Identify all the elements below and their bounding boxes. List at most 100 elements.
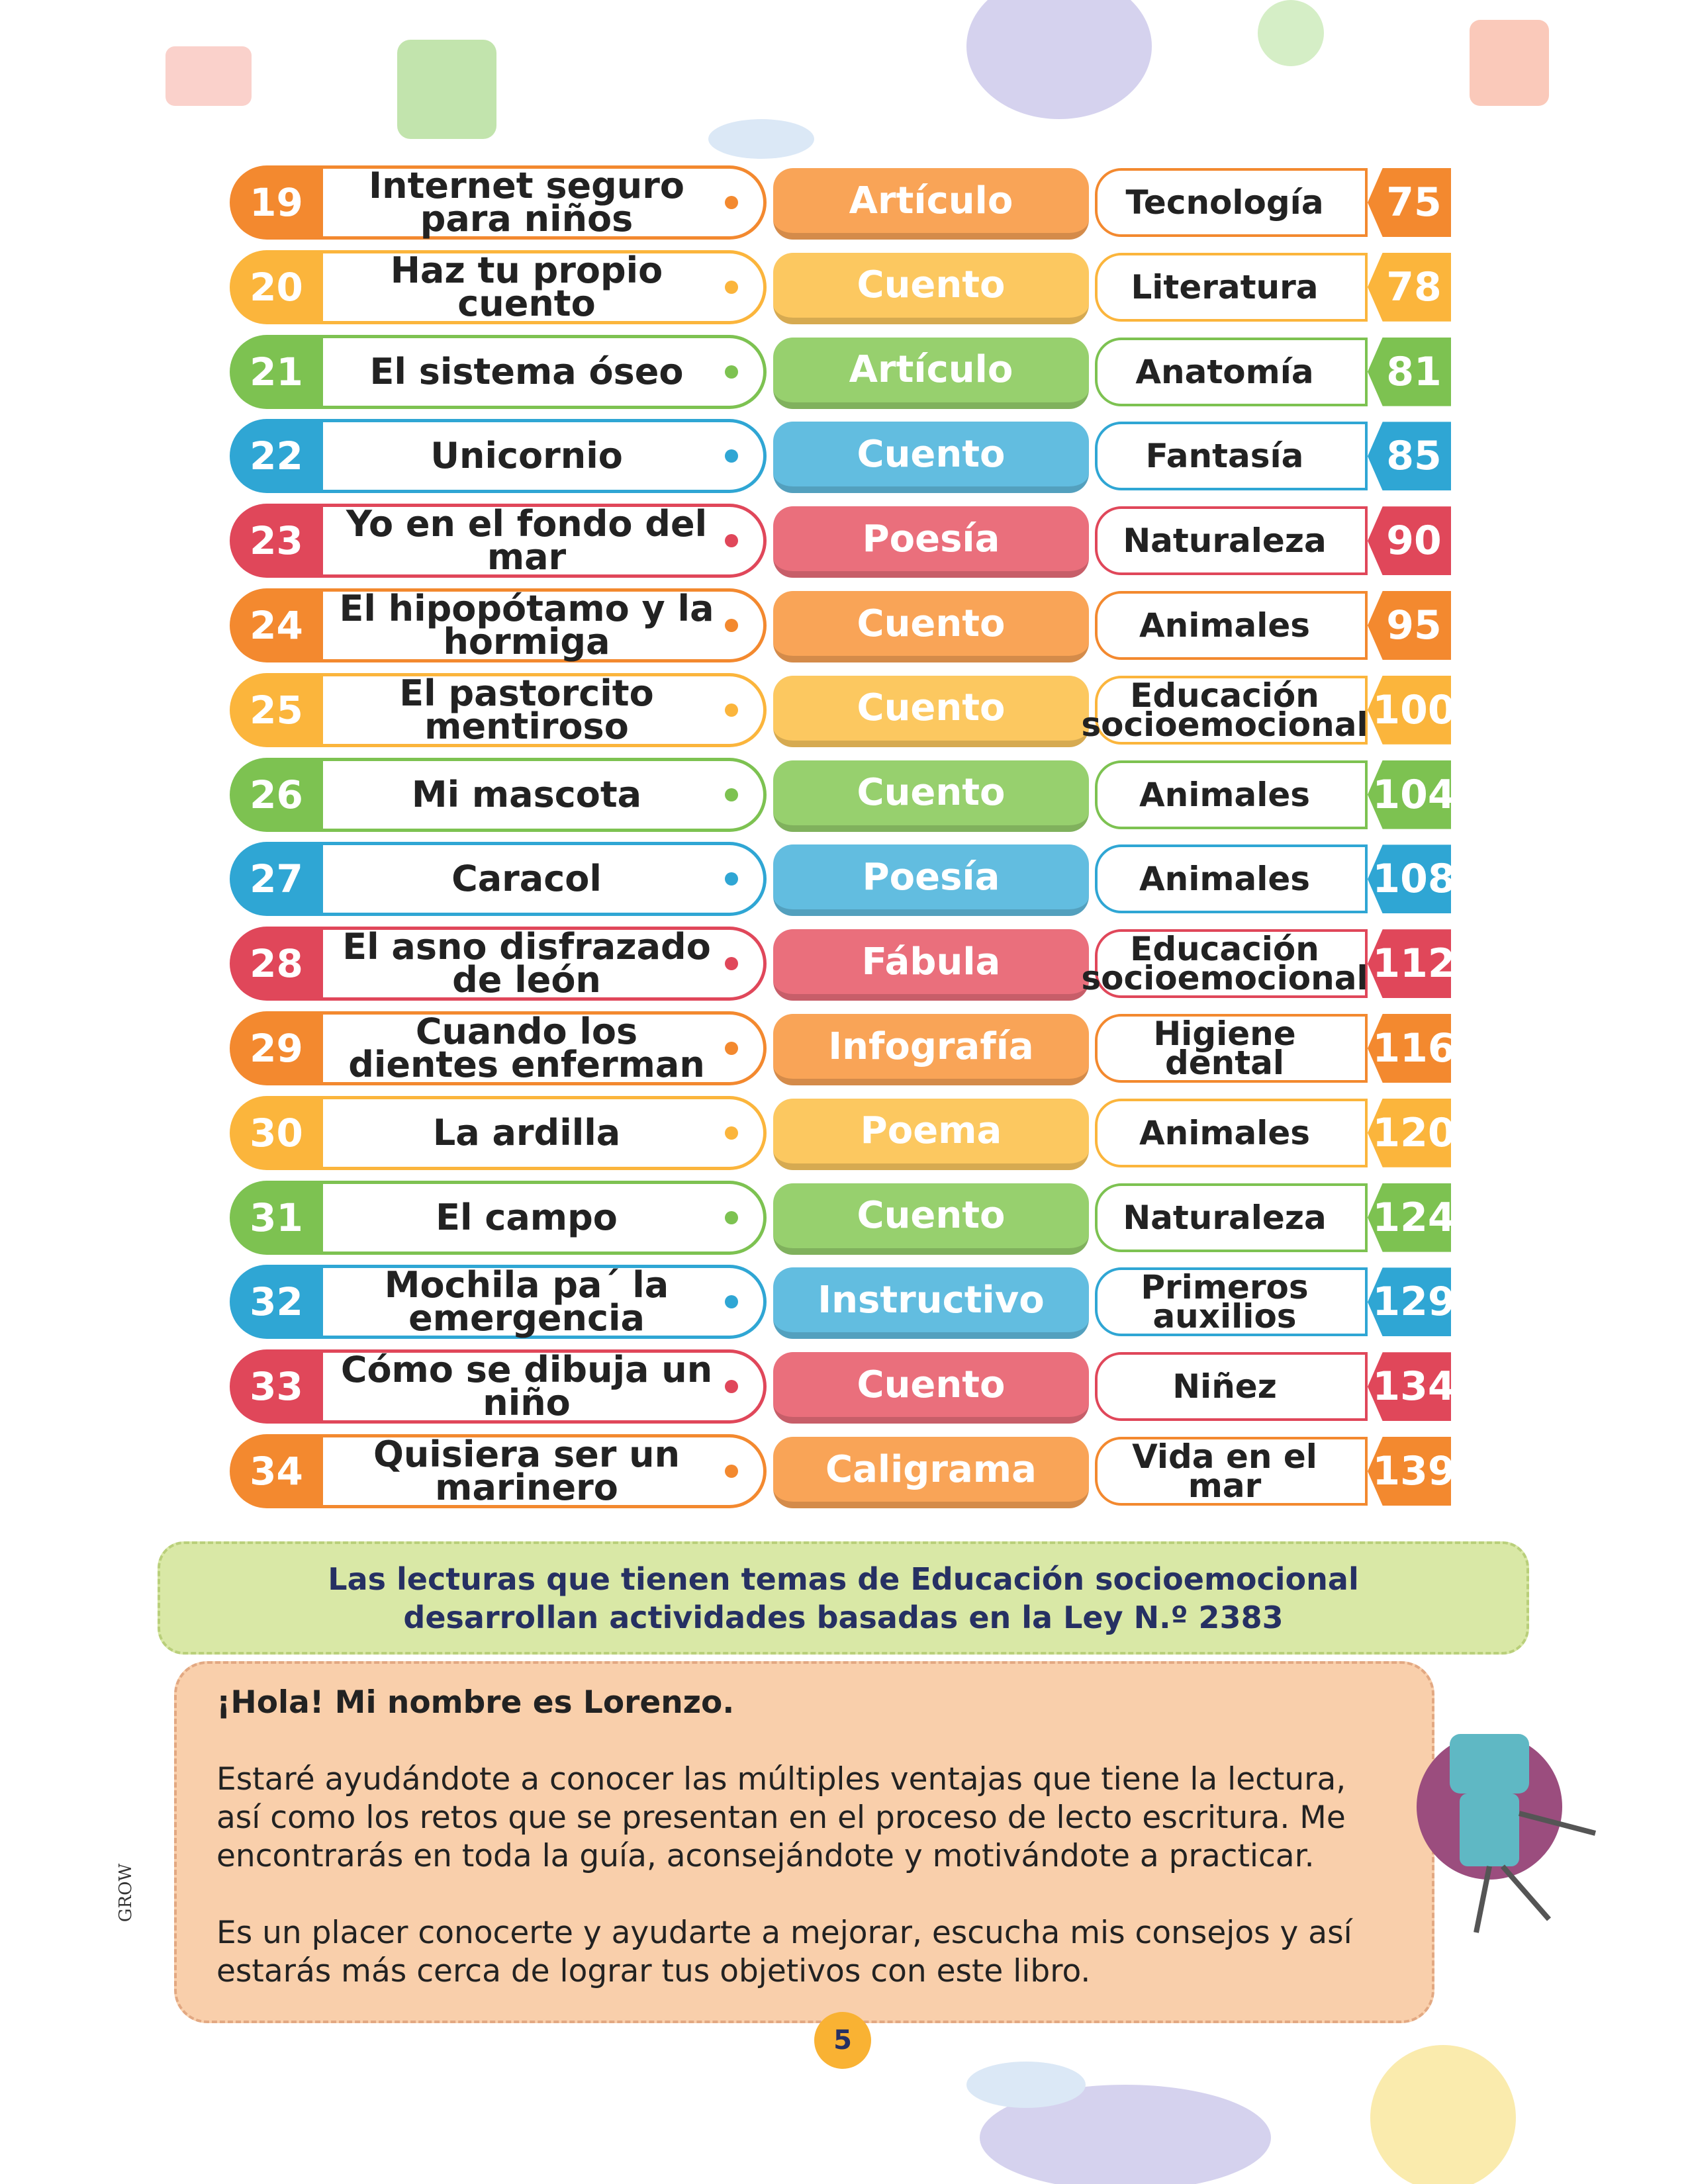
row-dot [725, 1380, 738, 1394]
row-dot [725, 280, 738, 294]
row-type: Poema [773, 1098, 1089, 1170]
row-page: 104 [1368, 760, 1451, 829]
row-dot [725, 534, 738, 548]
row-type: Artículo [773, 168, 1089, 240]
row-dot [725, 957, 738, 971]
brand-logo: GROW [116, 1863, 136, 1923]
row-topic: Animales [1095, 760, 1368, 829]
row-type: Caligrama [773, 1437, 1089, 1508]
row-dot [725, 1465, 738, 1478]
row-page: 81 [1368, 337, 1451, 406]
row-topic: Literatura [1095, 252, 1368, 322]
row-topic: Niñez [1095, 1352, 1368, 1422]
row-topic: Educación socioemocional [1081, 675, 1368, 745]
row-dot [725, 196, 738, 209]
row-number: 31 [230, 1180, 323, 1255]
row-number: 24 [230, 588, 323, 662]
row-type: Cuento [773, 760, 1089, 832]
row-dot [725, 872, 738, 886]
note-box: Las lecturas que tienen temas de Educaci… [158, 1541, 1529, 1655]
row-page: 124 [1368, 1183, 1451, 1252]
row-title: Caracol [323, 842, 767, 917]
row-number: 23 [230, 504, 323, 578]
row-number: 22 [230, 419, 323, 494]
row-type: Cuento [773, 591, 1089, 662]
row-number: 28 [230, 927, 323, 1001]
row-topic: Higiene dental [1095, 1014, 1368, 1083]
row-title: Mochila pa´ la emergencia [323, 1265, 767, 1340]
row-type: Cuento [773, 675, 1089, 747]
row-page: 134 [1368, 1352, 1451, 1422]
row-topic: Primeros auxilios [1095, 1267, 1368, 1337]
row-type: Cuento [773, 252, 1089, 324]
row-type: Fábula [773, 929, 1089, 1001]
row-dot [725, 788, 738, 801]
decor-bottom [966, 2045, 1516, 2184]
row-page: 90 [1368, 506, 1451, 576]
row-topic: Animales [1095, 591, 1368, 660]
row-page: 129 [1368, 1267, 1451, 1337]
robot-illustration [1417, 1734, 1597, 1933]
row-dot [725, 1295, 738, 1309]
row-topic: Naturaleza [1095, 506, 1368, 576]
row-number: 29 [230, 1011, 323, 1085]
greeting-paragraph: Es un placer conocerte y ayudarte a mejo… [216, 1915, 1352, 1989]
row-type: Cuento [773, 1183, 1089, 1255]
page-number: 5 [814, 2012, 871, 2069]
row-title: Internet seguro para niños [323, 165, 767, 240]
row-type: Infografía [773, 1014, 1089, 1085]
row-page: 100 [1368, 675, 1451, 745]
row-number: 27 [230, 842, 323, 917]
row-type: Artículo [773, 337, 1089, 409]
row-title: Mi mascota [323, 757, 767, 832]
row-page: 139 [1368, 1437, 1451, 1506]
row-title: Yo en el fondo del mar [323, 504, 767, 578]
decor-top [165, 0, 1549, 159]
row-title: El pastorcito mentiroso [323, 672, 767, 747]
row-number: 34 [230, 1434, 323, 1508]
row-dot [725, 1042, 738, 1055]
row-topic: Animales [1095, 844, 1368, 914]
row-page: 112 [1368, 929, 1451, 999]
row-number: 21 [230, 334, 323, 409]
row-page: 95 [1368, 591, 1451, 660]
row-page: 108 [1368, 844, 1451, 914]
greeting-heading: ¡Hola! Mi nombre es Lorenzo. [216, 1684, 735, 1721]
row-type: Poesía [773, 844, 1089, 917]
row-title: El sistema óseo [323, 334, 767, 409]
row-topic: Anatomía [1095, 337, 1368, 406]
row-dot [725, 449, 738, 463]
row-type: Cuento [773, 422, 1089, 494]
row-title: Unicornio [323, 419, 767, 494]
row-number: 19 [230, 165, 323, 240]
row-page: 85 [1368, 422, 1451, 491]
row-title: Quisiera ser un marinero [323, 1434, 767, 1508]
row-topic: Naturaleza [1095, 1183, 1368, 1252]
row-number: 32 [230, 1265, 323, 1340]
row-topic: Fantasía [1095, 422, 1368, 491]
row-title: La ardilla [323, 1095, 767, 1170]
row-type: Cuento [773, 1352, 1089, 1424]
row-number: 33 [230, 1349, 323, 1424]
row-dot [725, 1126, 738, 1140]
row-dot [725, 1210, 738, 1224]
row-page: 75 [1368, 168, 1451, 237]
row-dot [725, 365, 738, 379]
row-topic: Animales [1095, 1098, 1368, 1167]
row-topic: Vida en el mar [1095, 1437, 1368, 1506]
row-page: 116 [1368, 1014, 1451, 1083]
row-page: 120 [1368, 1098, 1451, 1167]
row-number: 26 [230, 757, 323, 832]
row-page: 78 [1368, 252, 1451, 322]
row-topic: Educación socioemocional [1081, 929, 1368, 999]
row-dot [725, 703, 738, 717]
row-number: 25 [230, 672, 323, 747]
row-title: El campo [323, 1180, 767, 1255]
row-number: 30 [230, 1095, 323, 1170]
row-title: El hipopótamo y la hormiga [323, 588, 767, 662]
row-title: Cuando los dientes enferman [323, 1011, 767, 1085]
row-title: El asno disfrazado de león [323, 927, 767, 1001]
greeting-paragraph: Estaré ayudándote a conocer las múltiple… [216, 1761, 1346, 1874]
row-title: Haz tu propio cuento [323, 250, 767, 324]
